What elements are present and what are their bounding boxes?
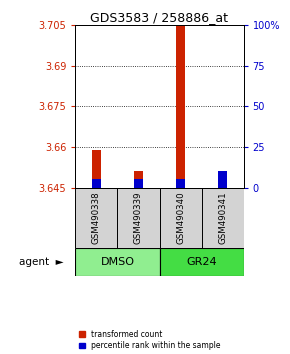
Bar bbox=[92, 179, 101, 188]
Title: GDS3583 / 258886_at: GDS3583 / 258886_at bbox=[90, 11, 229, 24]
Bar bbox=[92, 150, 101, 188]
Bar bbox=[176, 179, 185, 188]
Bar bbox=[218, 187, 227, 188]
Bar bbox=[176, 25, 185, 188]
Bar bbox=[202, 188, 244, 248]
Bar bbox=[160, 188, 202, 248]
Legend: transformed count, percentile rank within the sample: transformed count, percentile rank withi… bbox=[79, 330, 221, 350]
Bar bbox=[218, 171, 227, 188]
Text: agent  ►: agent ► bbox=[19, 257, 64, 267]
Text: GSM490341: GSM490341 bbox=[218, 192, 227, 244]
Bar bbox=[75, 188, 117, 248]
Bar bbox=[160, 248, 244, 276]
Text: DMSO: DMSO bbox=[100, 257, 135, 267]
Bar bbox=[134, 179, 143, 188]
Text: GR24: GR24 bbox=[186, 257, 217, 267]
Bar bbox=[117, 188, 160, 248]
Text: GSM490338: GSM490338 bbox=[92, 192, 101, 244]
Bar bbox=[134, 171, 143, 188]
Text: GSM490339: GSM490339 bbox=[134, 192, 143, 244]
Bar bbox=[75, 248, 160, 276]
Text: GSM490340: GSM490340 bbox=[176, 192, 185, 244]
